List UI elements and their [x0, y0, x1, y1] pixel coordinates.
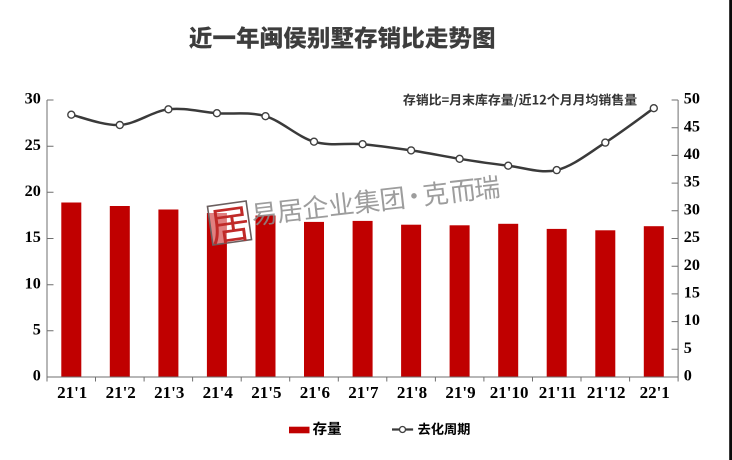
svg-text:21'11: 21'11 [539, 383, 577, 402]
svg-text:35: 35 [684, 173, 700, 191]
svg-text:30: 30 [25, 90, 41, 108]
svg-text:45: 45 [684, 117, 700, 135]
svg-text:20: 20 [684, 256, 700, 274]
svg-text:50: 50 [684, 90, 700, 108]
svg-text:21'7: 21'7 [348, 383, 379, 402]
svg-text:0: 0 [33, 367, 41, 385]
svg-text:40: 40 [684, 145, 700, 163]
svg-text:15: 15 [25, 228, 41, 246]
svg-text:21'12: 21'12 [587, 383, 626, 402]
svg-text:21'2: 21'2 [106, 383, 136, 402]
svg-text:25: 25 [684, 228, 700, 246]
svg-text:21'10: 21'10 [490, 383, 529, 402]
svg-text:21'3: 21'3 [154, 383, 184, 402]
svg-text:10: 10 [684, 311, 700, 329]
svg-text:21'4: 21'4 [203, 383, 234, 402]
svg-text:5: 5 [33, 320, 41, 338]
svg-text:30: 30 [684, 200, 700, 218]
svg-text:22'1: 22'1 [640, 383, 670, 402]
svg-text:21'6: 21'6 [300, 383, 330, 402]
svg-text:5: 5 [684, 339, 692, 357]
svg-text:0: 0 [684, 367, 692, 385]
svg-text:15: 15 [684, 284, 700, 302]
svg-text:10: 10 [25, 274, 41, 292]
svg-text:20: 20 [25, 182, 41, 200]
svg-text:21'8: 21'8 [397, 383, 427, 402]
svg-text:25: 25 [25, 136, 41, 154]
svg-text:21'9: 21'9 [445, 383, 475, 402]
svg-text:21'5: 21'5 [251, 383, 281, 402]
svg-text:21'1: 21'1 [57, 383, 87, 402]
